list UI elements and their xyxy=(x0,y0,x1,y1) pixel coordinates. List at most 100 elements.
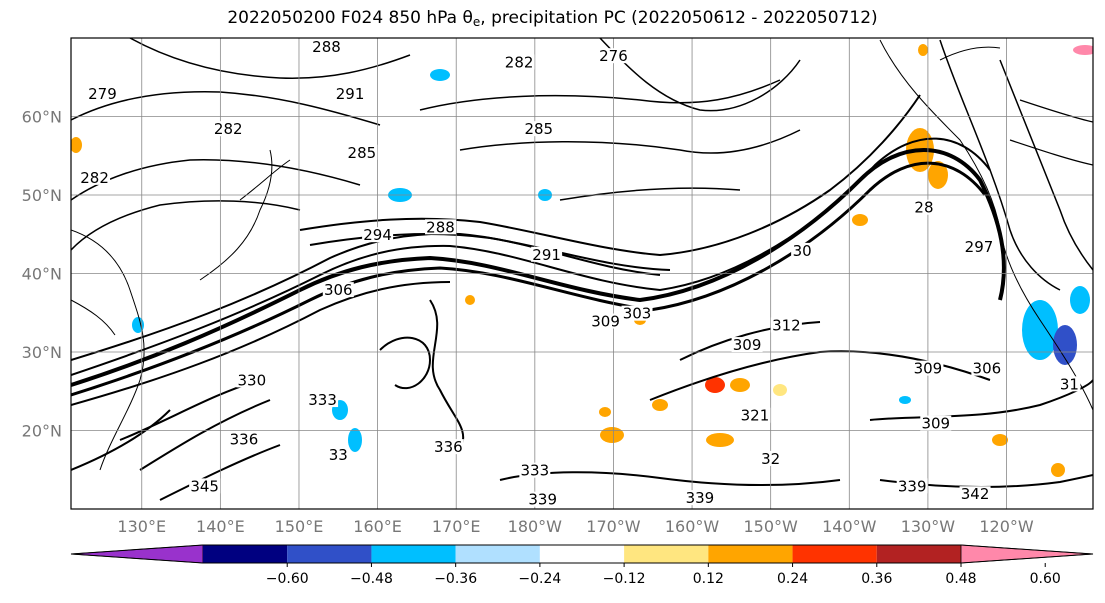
contour-label: 285 xyxy=(524,120,553,138)
map-plot-area: 288 291 282 276 279 282 285 285 288 294 291 282 28 29… xyxy=(70,37,1094,510)
lon-tick-label: 140°W xyxy=(822,517,877,536)
contour-label-bg xyxy=(86,85,118,101)
colorbar-segment xyxy=(624,545,709,563)
colorbar-tick-label: 0.48 xyxy=(945,571,976,587)
lon-tick-label: 140°E xyxy=(196,517,245,536)
contour-label: 333 xyxy=(308,391,337,409)
map-title: 2022050200 F024 850 hPa θe, precipitatio… xyxy=(227,8,878,29)
contour-label-bg xyxy=(912,360,944,376)
contour-label-bg xyxy=(791,242,814,258)
contour-label-bg xyxy=(1058,376,1081,392)
colorbar-segment xyxy=(539,545,625,563)
contour-label: 339 xyxy=(686,489,715,507)
contour-label-bg xyxy=(971,360,1003,376)
contour-label: 306 xyxy=(324,281,353,299)
contour-label-bg xyxy=(424,219,456,235)
colorbar-tick-label: 0.24 xyxy=(777,571,808,587)
colorbar-tick-label: −0.12 xyxy=(603,571,646,587)
contour-label: 291 xyxy=(532,246,561,264)
contour-label: 285 xyxy=(348,144,377,162)
contour-label-bg xyxy=(896,478,928,494)
contour-label-bg xyxy=(590,313,622,329)
contour-label-bg xyxy=(432,439,464,455)
contour-label-bg xyxy=(228,431,260,447)
colorbar-extend-high xyxy=(960,544,1094,564)
contour-label: 312 xyxy=(772,316,801,334)
contour-label: 297 xyxy=(965,238,994,256)
colorbar-tick-label: 0.12 xyxy=(693,571,724,587)
contour-label-bg xyxy=(959,486,991,502)
contour-label-bg xyxy=(731,337,763,353)
contour-label: 306 xyxy=(973,360,1002,378)
contour-label: 309 xyxy=(921,415,950,433)
lon-tick-label: 150°W xyxy=(743,517,798,536)
colorbar-outline xyxy=(70,544,1094,564)
contour-label: 33 xyxy=(329,446,348,464)
colorbar-segment xyxy=(371,545,456,563)
contour-label: 32 xyxy=(761,450,780,468)
colorbar-tick-label: 0.60 xyxy=(1030,571,1061,587)
contour-label-bg xyxy=(684,490,716,506)
colorbar-tick-label: −0.60 xyxy=(266,571,309,587)
colorbar-segment xyxy=(455,545,540,563)
lon-tick-label: 160°W xyxy=(665,517,720,536)
contour-label: 276 xyxy=(599,47,628,65)
contour-label-bg xyxy=(236,372,268,388)
contour-label-bg xyxy=(79,169,111,185)
contour-labels: 288 291 282 276 279 282 285 285 288 294 291 282 28 29… xyxy=(79,38,1081,509)
lon-tick-label: 170°E xyxy=(432,517,481,536)
lon-tick-label: 130°W xyxy=(901,517,956,536)
lon-tick-label: 120°W xyxy=(979,517,1034,536)
contour-label-bg xyxy=(519,462,551,478)
colorbar-segment xyxy=(708,545,793,563)
contour-label-bg xyxy=(597,48,629,64)
contour-label-bg xyxy=(523,121,555,137)
contour-label-bg xyxy=(503,54,535,70)
contour-label-bg xyxy=(212,121,244,137)
contour-label: 345 xyxy=(190,477,219,495)
lon-tick-label: 170°W xyxy=(586,517,641,536)
lat-tick-label: 50°N xyxy=(22,186,62,205)
contour-label: 309 xyxy=(591,313,620,331)
contour-label: 342 xyxy=(961,485,990,503)
contour-label-bg xyxy=(189,478,221,494)
contour-label-bg xyxy=(322,282,354,298)
colorbar-tick-label: −0.48 xyxy=(350,571,393,587)
lat-tick-label: 40°N xyxy=(22,265,62,284)
colorbar-tick-labels: −0.60 −0.48 −0.36 −0.24 −0.12 0.12 0.24 0.36 0.4… xyxy=(266,563,1061,587)
contour-label: 336 xyxy=(230,430,259,448)
contour-label: 333 xyxy=(521,462,550,480)
contour-label-bg xyxy=(311,38,342,54)
contour-label: 336 xyxy=(434,438,463,456)
colorbar-segment xyxy=(287,545,372,563)
contour-label: 339 xyxy=(528,491,557,509)
colorbar-tick-label: 0.36 xyxy=(861,571,892,587)
lon-tick-label: 130°E xyxy=(117,517,166,536)
contour-label-bg xyxy=(739,407,771,423)
contour-label: 30 xyxy=(793,242,812,260)
contour-label: 294 xyxy=(363,226,392,244)
colorbar-tick-label: −0.24 xyxy=(518,571,561,587)
lon-tick-label: 180°W xyxy=(508,517,563,536)
contour-label-bg xyxy=(759,450,782,466)
colorbar xyxy=(70,544,1094,564)
contour-label: 282 xyxy=(214,120,243,138)
contour-label-bg xyxy=(912,199,935,215)
precipitation-shading xyxy=(71,44,1093,477)
colorbar-segment xyxy=(876,545,961,563)
contour-label-bg xyxy=(920,415,952,431)
contour-label: 282 xyxy=(505,53,534,71)
contour-label: 291 xyxy=(336,85,365,103)
contour-label: 279 xyxy=(88,85,117,103)
lat-tick-label: 30°N xyxy=(22,343,62,362)
contour-label: 303 xyxy=(623,305,652,323)
contour-label: 309 xyxy=(914,360,943,378)
contour-label: 309 xyxy=(733,336,762,354)
contour-label-bg xyxy=(346,144,378,160)
contour-label-bg xyxy=(334,85,366,101)
contour-label-bg xyxy=(531,246,563,262)
contour-label: 288 xyxy=(312,38,341,56)
lat-tick-label: 60°N xyxy=(22,108,62,127)
colorbar-segment xyxy=(792,545,877,563)
